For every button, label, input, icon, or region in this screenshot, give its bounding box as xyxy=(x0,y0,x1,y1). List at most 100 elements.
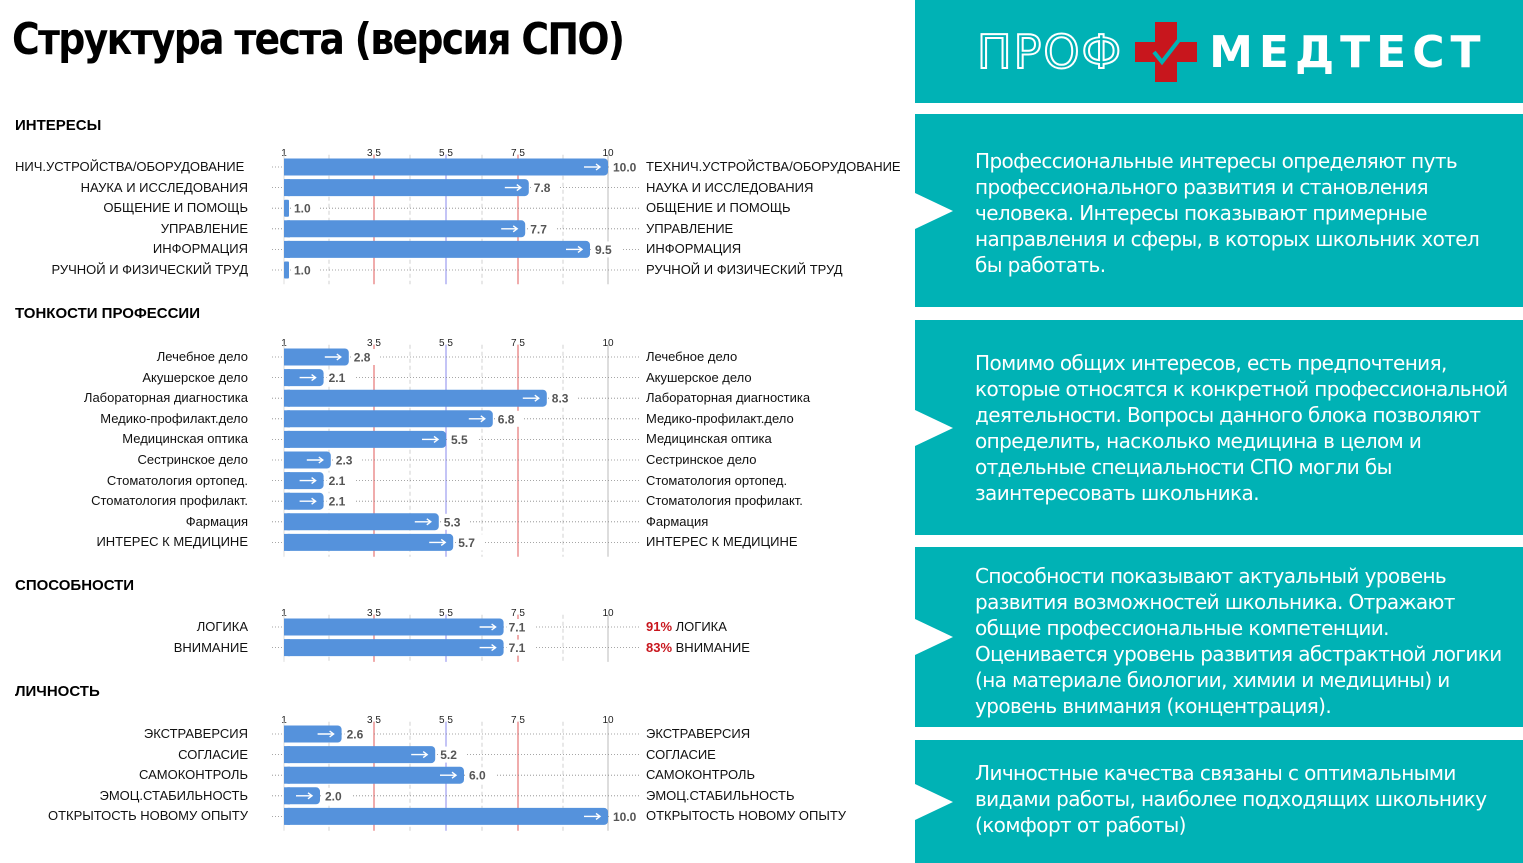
arrow-right-icon xyxy=(479,644,497,652)
section-title-personality: ЛИЧНОСТЬ xyxy=(15,683,100,700)
value-label-bg xyxy=(611,159,647,175)
chart-svg: 1 3.5 5.5 7.5 10 10.0 7.8 1.0 7.7 9.5 1.0 xyxy=(272,148,647,285)
category-label-left: ИНТЕРЕС К МЕДИЦИНЕ xyxy=(96,534,248,550)
category-label-right: Лечебное дело xyxy=(646,349,737,364)
category-label-left: Акушерское дело xyxy=(142,369,248,385)
category-label-right: Акушерское дело xyxy=(646,370,752,385)
chart-interests: 1 3.5 5.5 7.5 10 10.0 7.8 1.0 7.7 9.5 1.0 НИЧ.УСТРО… xyxy=(0,140,910,297)
tick-label: 5.5 xyxy=(439,715,453,726)
value-label-bg xyxy=(531,179,560,196)
tick-label: 10 xyxy=(602,608,614,619)
tick-label: 1 xyxy=(281,715,287,726)
category-name: ВНИМАНИЕ xyxy=(675,639,750,655)
section-title-profession: ТОНКОСТИ ПРОФЕССИИ xyxy=(15,305,200,322)
value-label: 2.1 xyxy=(329,371,346,385)
category-name: ТЕХНИЧ.УСТРОЙСТВА/ОБОРУДОВАНИЕ xyxy=(646,159,901,174)
value-label: 7.7 xyxy=(530,222,547,236)
bar xyxy=(284,240,590,258)
category-name: Стоматология профилакт. xyxy=(646,493,803,509)
value-label-bg xyxy=(456,534,485,551)
page-title: Структура теста (версия СПО) xyxy=(12,14,625,65)
category-label-left: НАУКА И ИССЛЕДОВАНИЯ xyxy=(80,179,248,195)
value-label: 2.0 xyxy=(325,789,342,803)
value-label: 1.0 xyxy=(294,202,311,216)
category-label-right: Медицинская оптика xyxy=(646,431,772,446)
category-label-right: ОБЩЕНИЕ И ПОМОЩЬ xyxy=(646,200,791,215)
category-label-right: ЭКСТРАВЕРСИЯ xyxy=(646,726,750,741)
category-label-left: ОТКРЫТОСТЬ НОВОМУ ОПЫТУ xyxy=(47,808,248,824)
value-label: 1.0 xyxy=(294,264,311,278)
category-name: Фармация xyxy=(646,513,709,529)
value-label-bg xyxy=(467,767,495,784)
arrow-right-icon xyxy=(411,751,429,759)
tick-label: 7.5 xyxy=(511,148,525,159)
bar xyxy=(284,639,504,657)
category-label-left: Стоматология ортопед. xyxy=(106,472,248,488)
value-label-bg xyxy=(611,808,647,825)
value-label: 5.5 xyxy=(451,433,468,447)
category-name: САМОКОНТРОЛЬ xyxy=(646,767,755,783)
value-label-bg xyxy=(326,472,355,489)
category-label-right: САМОКОНТРОЛЬ xyxy=(646,767,755,782)
value-label: 5.2 xyxy=(440,748,457,762)
tick-label: 7.5 xyxy=(511,608,525,619)
value-label: 7.8 xyxy=(534,181,551,195)
bar xyxy=(284,807,608,825)
category-label-left: Медицинская оптика xyxy=(122,431,248,447)
category-label-left: Лабораторная диагностика xyxy=(83,390,248,406)
chart-abilities: 1 3.5 5.5 7.5 10 7.1 7.1 ЛОГИКА 91% ЛОГИКА ВНИМАН… xyxy=(0,600,910,674)
info-box-personality: Личностные качества связаны с оптимальны… xyxy=(915,740,1523,863)
category-label-right: УПРАВЛЕНИЕ xyxy=(646,221,733,236)
chart-svg: 1 3.5 5.5 7.5 10 2.8 2.1 8.3 6.8 5.5 2.3 2.1 2.1 5.3 5… xyxy=(272,338,640,557)
category-label-right: ЭМОЦ.СТАБИЛЬНОСТЬ xyxy=(646,788,795,803)
logo-text-medtest: МЕДТЕСТ xyxy=(1209,26,1487,78)
section-title-abilities: СПОСОБНОСТИ xyxy=(15,577,135,594)
value-label: 2.6 xyxy=(347,728,364,742)
category-label-right: 83% ВНИМАНИЕ xyxy=(646,640,750,655)
arrow-right-icon xyxy=(501,225,519,233)
bar xyxy=(284,199,289,217)
bar xyxy=(284,513,439,531)
value-label-bg xyxy=(326,493,355,510)
value-label-bg xyxy=(344,726,373,742)
value-label: 5.7 xyxy=(458,536,475,550)
arrow-right-icon xyxy=(299,497,317,505)
category-label-left: РУЧНОЙ И ФИЗИЧЕСКИЙ ТРУД xyxy=(51,262,248,277)
category-name: Стоматология ортопед. xyxy=(646,472,788,488)
value-label: 2.1 xyxy=(329,474,346,488)
info-box-interests: Профессиональные интересы определяют пут… xyxy=(915,114,1523,307)
tick-label: 1 xyxy=(281,338,287,349)
category-label-left: ИНФОРМАЦИЯ xyxy=(152,241,248,257)
tick-label: 7.5 xyxy=(511,715,525,726)
info-box-profession: Помимо общих интересов, есть предпочтени… xyxy=(915,320,1523,535)
bar xyxy=(284,261,289,279)
arrow-right-icon xyxy=(584,163,602,171)
value-label: 10.0 xyxy=(613,810,637,824)
arrow-right-icon xyxy=(296,792,314,800)
category-label-left: Сестринское дело xyxy=(137,452,249,467)
bar xyxy=(284,410,493,428)
category-label-right: ТЕХНИЧ.УСТРОЙСТВА/ОБОРУДОВАНИЕ xyxy=(646,159,901,174)
arrow-right-icon xyxy=(584,812,602,820)
arrow-right-icon xyxy=(317,730,335,738)
bar xyxy=(284,430,446,448)
value-label-bg xyxy=(326,369,355,386)
value-label: 7.1 xyxy=(509,621,526,635)
bar xyxy=(284,179,529,197)
category-name: ОБЩЕНИЕ И ПОМОЩЬ xyxy=(646,200,791,216)
value-label: 2.8 xyxy=(354,351,371,365)
info-text-interests: Профессиональные интересы определяют пут… xyxy=(975,149,1480,277)
chart-personality: 1 3.5 5.5 7.5 10 2.6 5.2 6.0 2.0 10.0 ЭКСТРАВЕРСИЯ… xyxy=(0,707,910,843)
category-label-left: ОБЩЕНИЕ И ПОМОЩЬ xyxy=(103,200,248,216)
tick-label: 10 xyxy=(602,715,614,726)
bar xyxy=(284,746,436,764)
logo-text-prof: ПРОФ xyxy=(976,24,1124,80)
category-label-left: Стоматология профилакт. xyxy=(91,493,248,509)
value-label: 2.3 xyxy=(336,454,353,468)
value-label-bg xyxy=(292,262,320,278)
category-label-right: Стоматология ортопед. xyxy=(646,473,787,488)
category-name: РУЧНОЙ И ФИЗИЧЕСКИЙ ТРУД xyxy=(646,262,843,277)
value-label-bg xyxy=(351,349,380,365)
tick-label: 3.5 xyxy=(367,338,381,349)
category-label-left: ЭКСТРАВЕРСИЯ xyxy=(143,726,248,741)
